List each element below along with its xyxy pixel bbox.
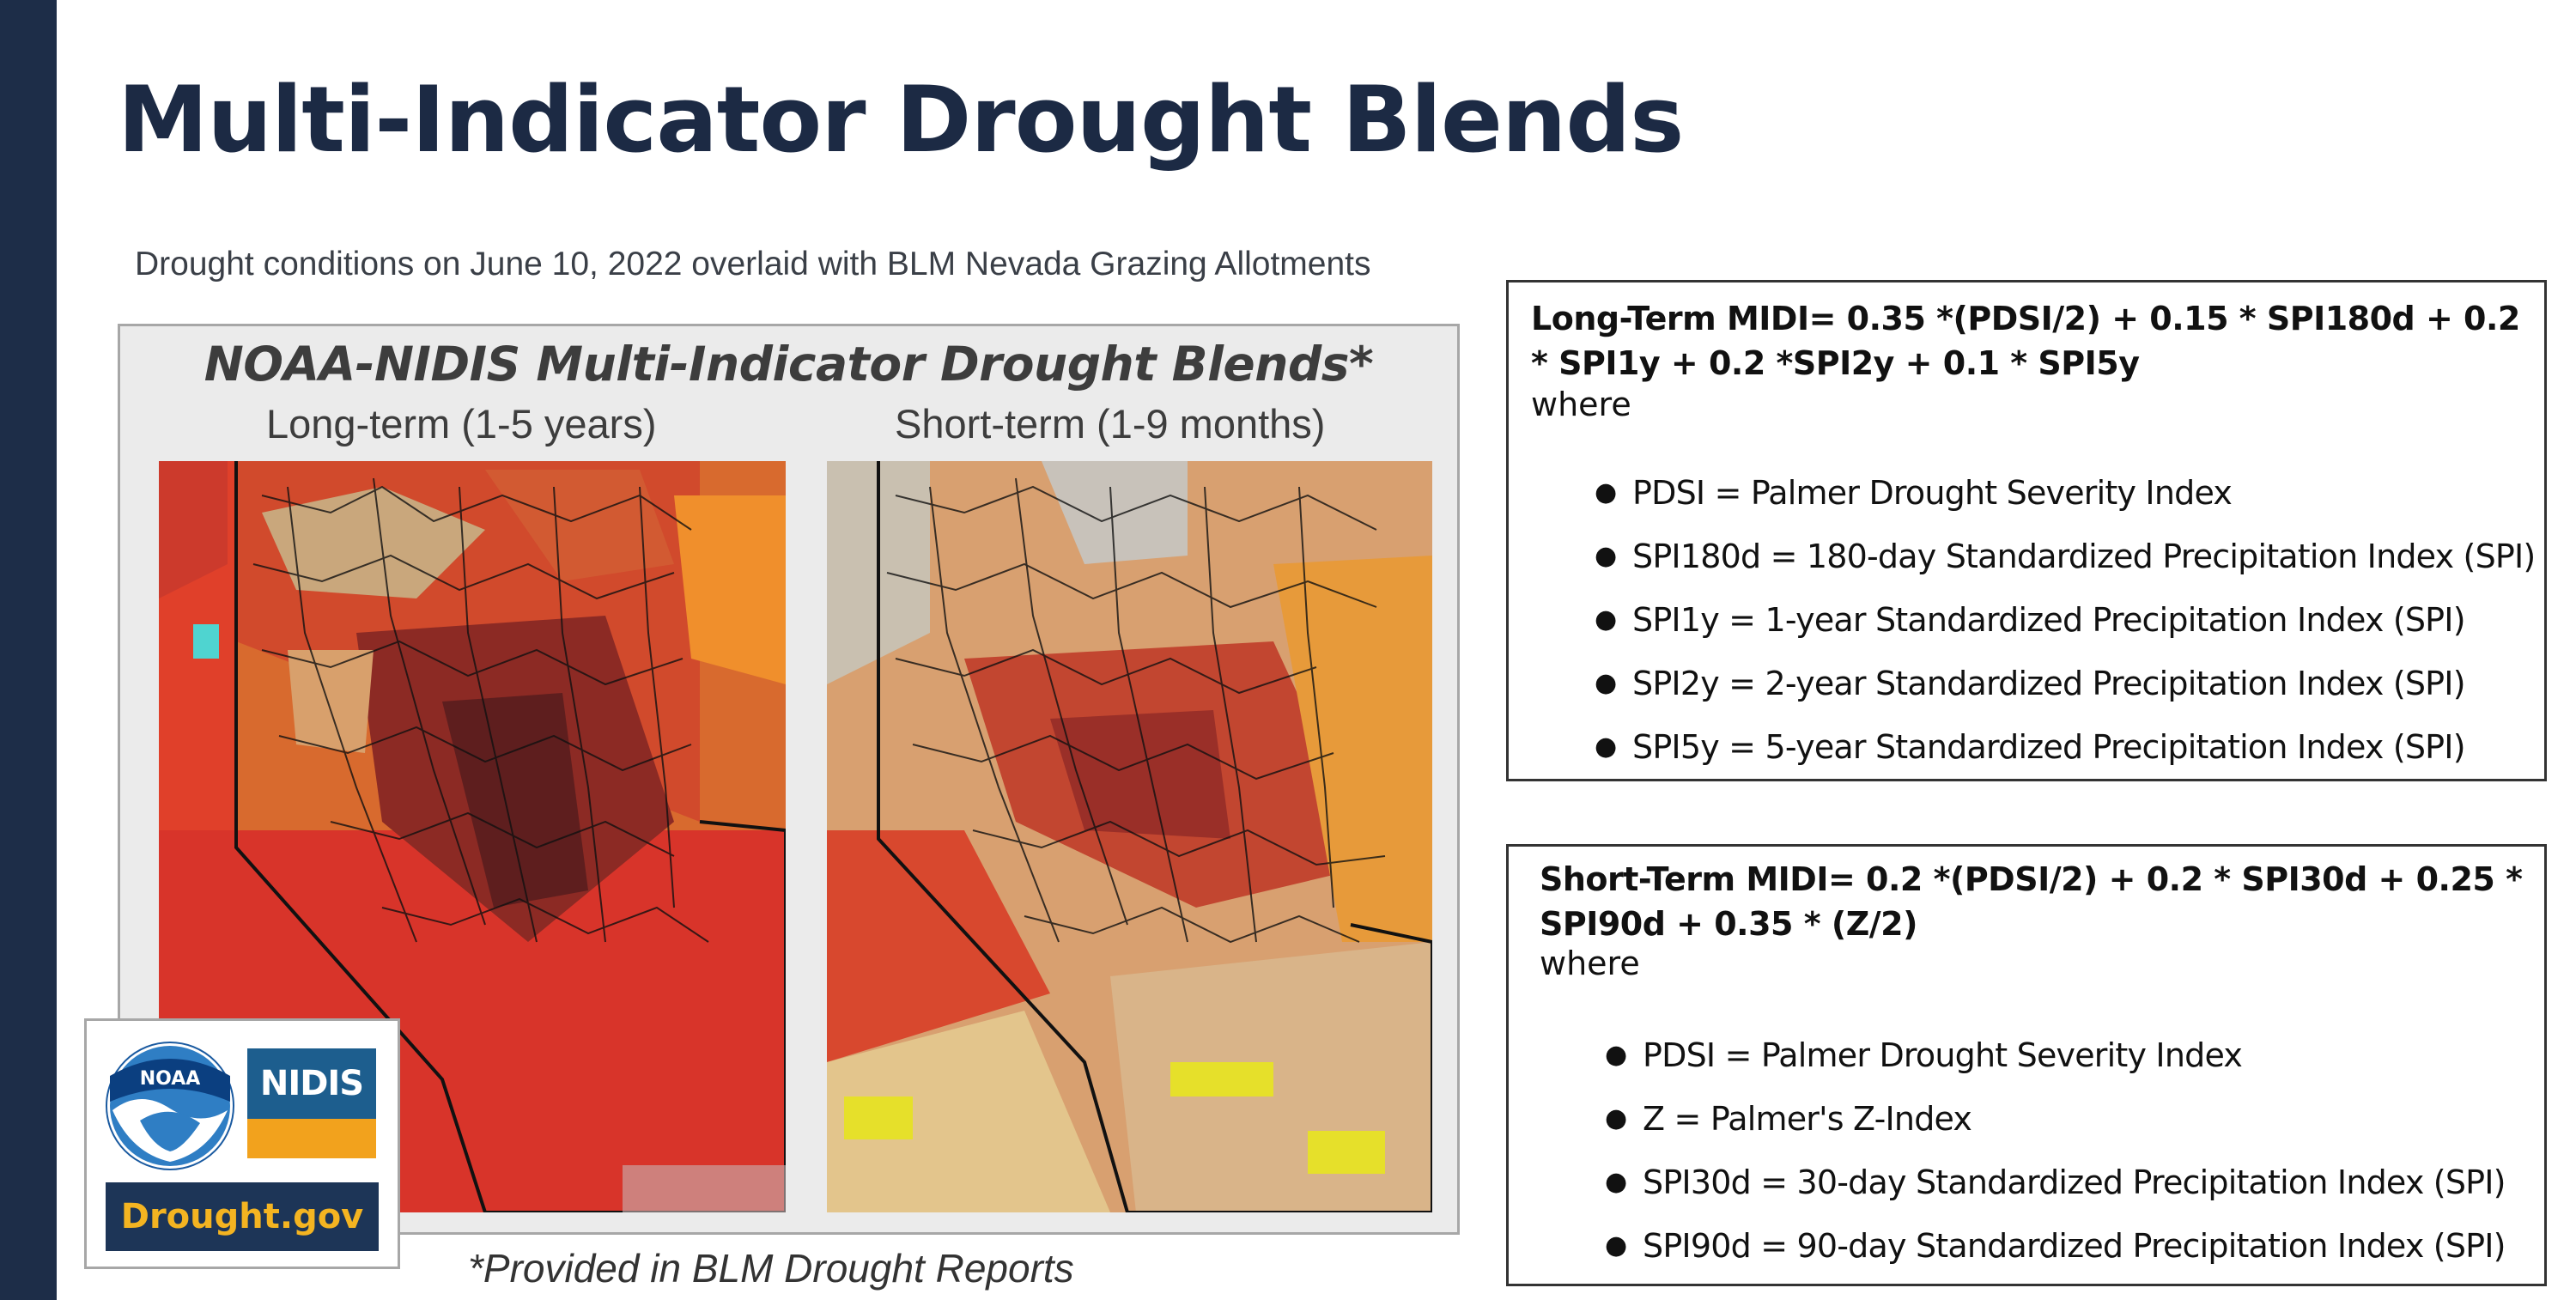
short-term-formula: Short-Term MIDI= 0.2 *(PDSI/2) + 0.2 * S… xyxy=(1540,860,2523,943)
list-item: ● SPI30d = 30-day Standardized Precipitat… xyxy=(1605,1163,2506,1201)
short-term-definitions: ● PDSI = Palmer Drought Severity Index ● Z… xyxy=(1605,1024,2506,1278)
list-item: ● SPI1y = 1-year Standardized Precipitati… xyxy=(1595,601,2466,639)
svg-text:NOAA: NOAA xyxy=(140,1068,201,1090)
long-term-formula-box: Long-Term MIDI= 0.35 *(PDSI/2) + 0.15 * … xyxy=(1506,280,2547,781)
list-item: ● Z = Palmer's Z-Index xyxy=(1605,1100,1972,1138)
list-item: ● PDSI = Palmer Drought Severity Index xyxy=(1595,474,2233,512)
long-term-where: where xyxy=(1531,386,1631,423)
slide-title: Multi-Indicator Drought Blends xyxy=(118,67,1684,173)
footnote: *Provided in BLM Drought Reports xyxy=(468,1246,1074,1291)
short-term-map-label: Short-term (1-9 months) xyxy=(895,401,1326,446)
long-term-map-label: Long-term (1-5 years) xyxy=(266,401,657,446)
long-term-formula: Long-Term MIDI= 0.35 *(PDSI/2) + 0.15 * … xyxy=(1531,300,2520,382)
list-item: ● SPI90d = 90-day Standardized Precipitat… xyxy=(1605,1227,2506,1265)
list-item: ● PDSI = Palmer Drought Severity Index xyxy=(1605,1036,2243,1074)
list-item: ● SPI5y = 5-year Standardized Precipitati… xyxy=(1595,728,2466,766)
map-panel-title: NOAA-NIDIS Multi-Indicator Drought Blend… xyxy=(204,337,1374,392)
slide-subtitle: Drought conditions on June 10, 2022 over… xyxy=(135,246,1371,282)
short-term-drought-map xyxy=(827,461,1432,1212)
list-item: ● SPI2y = 2-year Standardized Precipitati… xyxy=(1595,665,2466,702)
nidis-logo: NIDIS xyxy=(247,1048,376,1158)
drought-gov-logo: Drought.gov xyxy=(106,1182,379,1251)
noaa-nidis-logo-box: NOAA NIDIS Drought.gov xyxy=(84,1018,400,1269)
left-accent-bar xyxy=(0,0,57,1300)
list-item: ● SPI180d = 180-day Standardized Precipit… xyxy=(1595,538,2536,575)
noaa-logo: NOAA xyxy=(106,1042,234,1170)
drought-map-panel: NOAA-NIDIS Multi-Indicator Drought Blend… xyxy=(118,324,1460,1235)
long-term-definitions: ● PDSI = Palmer Drought Severity Index ● S… xyxy=(1595,461,2536,779)
long-term-drought-map xyxy=(159,461,786,1212)
short-term-formula-box: Short-Term MIDI= 0.2 *(PDSI/2) + 0.2 * S… xyxy=(1506,844,2547,1286)
short-term-where: where xyxy=(1540,945,1640,982)
